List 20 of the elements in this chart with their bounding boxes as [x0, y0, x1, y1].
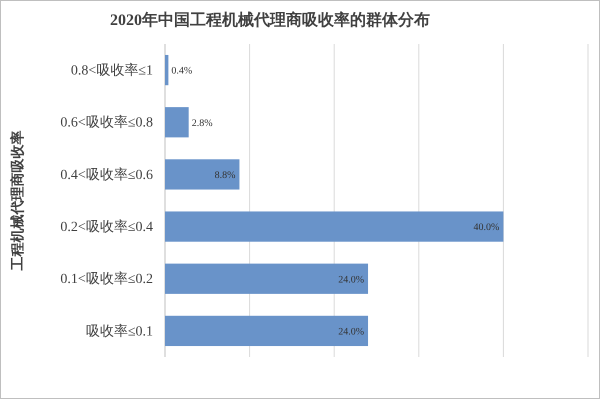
- data-label: 8.8%: [214, 170, 236, 181]
- data-label: 0.4%: [171, 66, 192, 77]
- bar: [165, 107, 189, 138]
- chart-title: 2020年中国工程机械代理商吸收率的群体分布: [110, 10, 430, 29]
- data-label: 40.0%: [474, 222, 500, 234]
- bar: [165, 54, 168, 86]
- y-tick-label: 0.4<吸收率≤0.6: [60, 166, 153, 183]
- y-axis-title: 工程机械代理商吸收率: [9, 130, 26, 272]
- y-tick-label: 0.6<吸收率≤0.8: [60, 114, 153, 131]
- bar: [165, 159, 240, 190]
- bar: [165, 264, 368, 294]
- y-tick-label: 吸收率≤0.1: [86, 323, 153, 340]
- data-label: 24.0%: [338, 326, 364, 338]
- data-label: 24.0%: [338, 274, 364, 286]
- bar: [165, 211, 504, 242]
- y-tick-label: 0.8<吸收率≤1: [70, 62, 153, 79]
- bar: [165, 316, 368, 346]
- y-tick-label: 0.2<吸收率≤0.4: [60, 219, 153, 236]
- y-tick-label: 0.1<吸收率≤0.2: [60, 271, 153, 288]
- data-label: 2.8%: [192, 118, 213, 129]
